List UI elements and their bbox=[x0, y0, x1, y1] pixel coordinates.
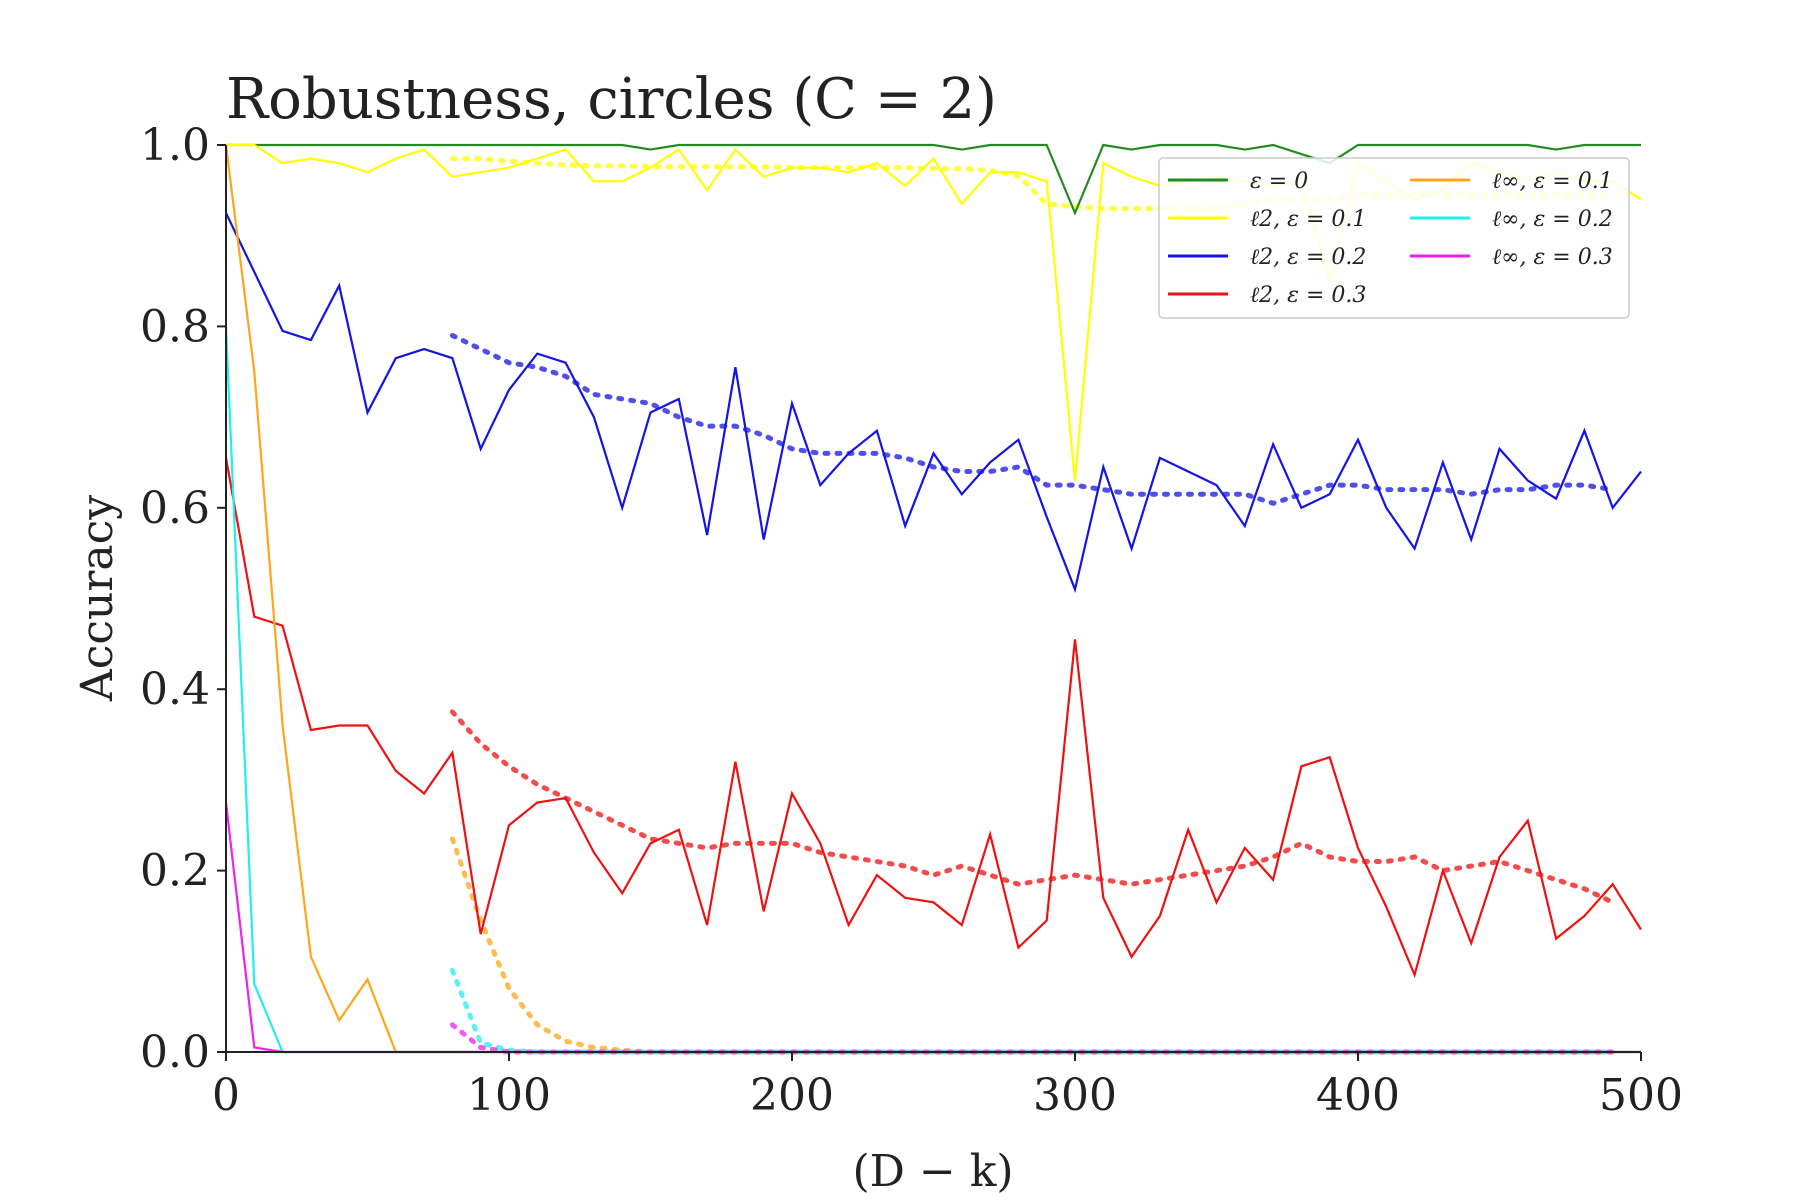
legend-item-l2-eps-0p2: ℓ2, ε = 0.2 bbox=[1168, 245, 1366, 270]
legend-label: ℓ2, ε = 0.3 bbox=[1250, 283, 1366, 308]
series-line-linf-eps-0p3 bbox=[224, 802, 1641, 1054]
legend-item-linf-eps-0p3: ℓ∞, ε = 0.3 bbox=[1410, 245, 1613, 270]
legend-label: ℓ2, ε = 0.2 bbox=[1250, 245, 1366, 270]
trend-line-l2-eps-0p2 bbox=[449, 332, 1616, 506]
legend-label: ℓ∞, ε = 0.1 bbox=[1492, 169, 1613, 194]
legend-label: ℓ∞, ε = 0.2 bbox=[1492, 207, 1613, 232]
trend-line-l2-eps-0p1 bbox=[449, 156, 1616, 211]
series-line-eps-0 bbox=[226, 143, 1641, 216]
y-axis-label: Accuracy bbox=[72, 495, 123, 702]
trend-line-linf-eps-0p1 bbox=[449, 836, 1616, 1055]
y-tick-label: 0.4 bbox=[140, 664, 210, 715]
legend-item-l2-eps-0p1: ℓ2, ε = 0.1 bbox=[1168, 207, 1366, 232]
legend-item-linf-eps-0p1: ℓ∞, ε = 0.1 bbox=[1410, 169, 1613, 194]
legend-label: ℓ∞, ε = 0.3 bbox=[1492, 245, 1613, 270]
y-tick-label: 0.2 bbox=[140, 846, 210, 897]
y-tick-label: 0.6 bbox=[140, 483, 210, 534]
x-tick-label: 200 bbox=[750, 1070, 834, 1121]
legend-items: ε = 0 ℓ2, ε = 0.1 ℓ2, ε = 0.2 ℓ2, ε = 0.3 ℓ∞… bbox=[1168, 169, 1613, 308]
x-axis-ticks: 0 100 200 300 400 500 bbox=[212, 1052, 1683, 1121]
y-tick-label: 0.8 bbox=[140, 301, 210, 352]
legend-frame bbox=[1158, 157, 1630, 319]
x-axis-label: (D − k) bbox=[852, 1146, 1013, 1197]
legend-item-eps-0: ε = 0 bbox=[1168, 169, 1308, 194]
legend-label: ε = 0 bbox=[1250, 169, 1308, 194]
y-tick-label: 1.0 bbox=[140, 120, 210, 171]
trend-line-l2-eps-0p3 bbox=[449, 709, 1616, 905]
series-line-l2-eps-0p3 bbox=[224, 457, 1642, 979]
legend-label: ℓ2, ε = 0.1 bbox=[1250, 207, 1366, 232]
series-line-l2-eps-0p2 bbox=[225, 212, 1642, 594]
legend: ε = 0 ℓ2, ε = 0.1 ℓ2, ε = 0.2 ℓ2, ε = 0.3 ℓ∞… bbox=[1158, 157, 1630, 319]
legend-item-l2-eps-0p3: ℓ2, ε = 0.3 bbox=[1168, 283, 1366, 308]
trend-line-linf-eps-0p3 bbox=[449, 1022, 1616, 1055]
x-tick-label: 0 bbox=[212, 1070, 240, 1121]
trend-line-linf-eps-0p2 bbox=[449, 967, 1616, 1055]
legend-item-linf-eps-0p2: ℓ∞, ε = 0.2 bbox=[1410, 207, 1613, 232]
y-tick-label: 0.0 bbox=[140, 1027, 210, 1078]
chart-title: Robustness, circles (C = 2) bbox=[226, 67, 997, 132]
axes: 0 100 200 300 400 500 0.0 0.2 0.4 0.6 0.8 1.0 bbox=[140, 120, 1683, 1121]
series-line-linf-eps-0p2 bbox=[224, 326, 1641, 1054]
x-tick-label: 100 bbox=[467, 1070, 551, 1121]
x-tick-label: 300 bbox=[1033, 1070, 1117, 1121]
x-tick-label: 400 bbox=[1316, 1070, 1400, 1121]
y-axis-ticks: 0.0 0.2 0.4 0.6 0.8 1.0 bbox=[140, 120, 226, 1078]
x-tick-label: 500 bbox=[1599, 1070, 1683, 1121]
